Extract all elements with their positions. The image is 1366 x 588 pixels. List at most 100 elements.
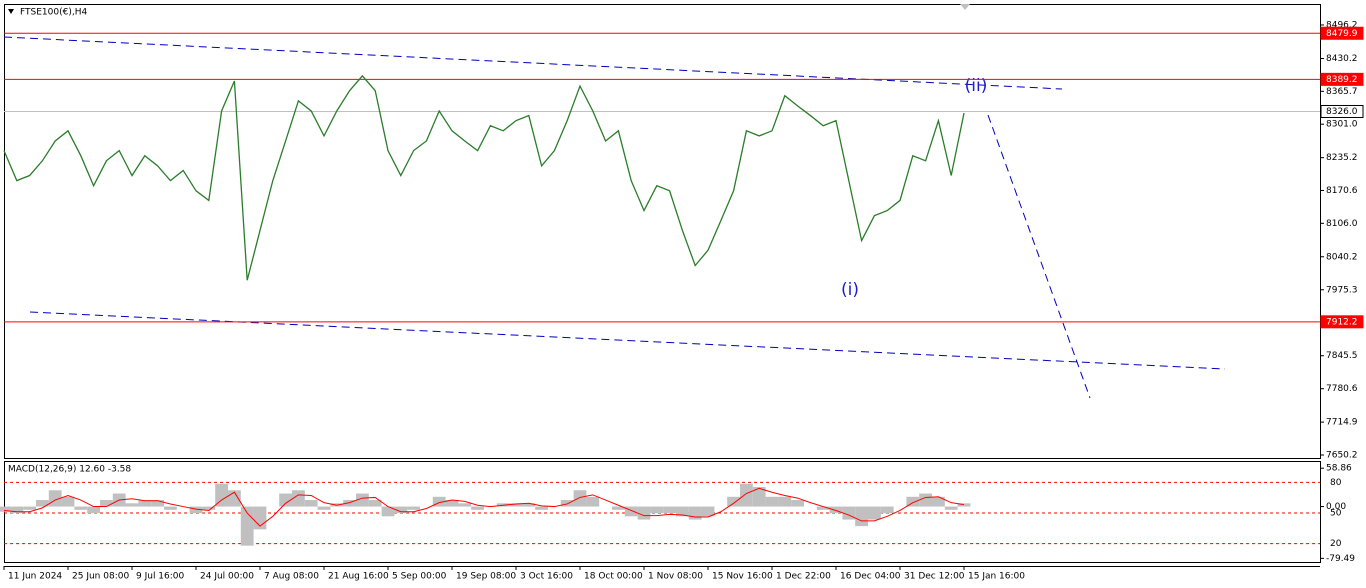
macd-bar bbox=[932, 496, 945, 507]
x-tick-label: 11 Jun 2024 bbox=[8, 572, 62, 582]
macd-bar bbox=[752, 487, 766, 507]
macd-bar bbox=[445, 500, 459, 507]
macd-bar bbox=[151, 500, 164, 507]
macd-bar bbox=[74, 506, 88, 510]
y2-tick-label: 80 bbox=[1330, 478, 1342, 488]
y-tick-label: 7780.6 bbox=[1326, 384, 1358, 394]
macd-bar bbox=[87, 506, 100, 514]
macd-bar bbox=[356, 493, 369, 507]
price-label: 8389.2 bbox=[1326, 75, 1358, 85]
macd-bar bbox=[279, 493, 292, 507]
macd-bar bbox=[304, 500, 318, 507]
macd-bar bbox=[381, 506, 395, 517]
macd-bar bbox=[880, 506, 894, 514]
macd-bar bbox=[624, 506, 638, 517]
signal-line bbox=[3, 487, 965, 527]
price-label-box bbox=[1320, 315, 1364, 329]
macd-bar bbox=[394, 506, 408, 514]
chart-title: FTSE100(€),H4 bbox=[20, 8, 87, 18]
price-label-box bbox=[1320, 104, 1364, 118]
y-tick-label: 8040.2 bbox=[1326, 252, 1358, 262]
wave-label: (ii) bbox=[965, 76, 988, 96]
macd-bar bbox=[637, 506, 651, 520]
x-tick-label: 24 Jul 00:00 bbox=[200, 572, 254, 582]
macd-bar bbox=[458, 503, 472, 507]
macd-bar bbox=[740, 483, 753, 507]
macd-bar bbox=[23, 506, 36, 510]
macd-bar bbox=[919, 493, 932, 507]
y-tick-label: 7650.2 bbox=[1326, 451, 1358, 461]
macd-bar bbox=[957, 503, 971, 507]
x-tick-label: 7 Aug 08:00 bbox=[264, 572, 319, 582]
wave-label: (i) bbox=[841, 280, 859, 300]
macd-bar bbox=[816, 506, 830, 510]
x-tick-label: 1 Nov 08:00 bbox=[648, 572, 703, 582]
macd-bar bbox=[317, 506, 331, 510]
macd-bar bbox=[944, 506, 958, 510]
x-tick-label: 21 Aug 16:00 bbox=[328, 572, 389, 582]
shift-marker bbox=[960, 4, 970, 10]
x-tick-label: 5 Sep 00:00 bbox=[392, 572, 447, 582]
macd-bar bbox=[368, 500, 382, 507]
y2-tick-label: 50 bbox=[1330, 509, 1342, 519]
y-tick-label: 8496.2 bbox=[1326, 20, 1358, 30]
macd-bar bbox=[829, 506, 843, 514]
macd-title: MACD(12,26,9) 12.60 -3.58 bbox=[8, 465, 131, 475]
y-tick-label: 7975.3 bbox=[1326, 285, 1358, 295]
y-tick-label: 8365.7 bbox=[1326, 87, 1358, 97]
y2-tick-label: 20 bbox=[1330, 539, 1342, 549]
menu-arrow bbox=[8, 9, 14, 14]
price-label: 8479.9 bbox=[1326, 29, 1358, 39]
macd-bar bbox=[125, 503, 139, 507]
macd-bar bbox=[573, 490, 587, 507]
macd-bar bbox=[701, 506, 715, 517]
y-tick-label: -79.49 bbox=[1326, 554, 1355, 564]
macd-bar bbox=[560, 500, 574, 507]
x-tick-label: 31 Dec 12:00 bbox=[904, 572, 965, 582]
x-tick-label: 25 Jun 08:00 bbox=[72, 572, 129, 582]
macd-bar bbox=[189, 506, 203, 514]
macd-bar bbox=[36, 500, 49, 507]
macd-bar bbox=[868, 506, 881, 520]
price-label-box bbox=[1320, 72, 1364, 86]
price-label: 8326.0 bbox=[1326, 107, 1358, 117]
y-tick-label: 8170.6 bbox=[1326, 186, 1358, 196]
macd-bar bbox=[343, 500, 356, 507]
macd-bar bbox=[509, 503, 523, 507]
y-tick-label: 58.86 bbox=[1326, 464, 1352, 474]
macd-bar bbox=[906, 496, 920, 507]
macd-bar bbox=[10, 506, 24, 514]
projection-line bbox=[987, 114, 1091, 399]
macd-bar bbox=[215, 483, 228, 507]
x-tick-label: 15 Nov 16:00 bbox=[712, 572, 773, 582]
y-tick-label: 7845.5 bbox=[1326, 351, 1358, 361]
macd-bar bbox=[586, 496, 600, 507]
macd-bar bbox=[727, 496, 740, 507]
macd-bar bbox=[612, 506, 625, 510]
y-tick-label: 0.00 bbox=[1326, 502, 1346, 512]
x-tick-label: 19 Sep 08:00 bbox=[456, 572, 516, 582]
macd-bar bbox=[650, 506, 664, 514]
macd-bar bbox=[432, 496, 446, 507]
macd-bar bbox=[202, 506, 216, 510]
y-tick-label: 8106.0 bbox=[1326, 219, 1358, 229]
macd-bar bbox=[138, 500, 152, 507]
x-tick-label: 15 Jan 16:00 bbox=[968, 572, 1025, 582]
x-tick-label: 9 Jul 16:00 bbox=[136, 572, 185, 582]
macd-bar bbox=[791, 500, 804, 507]
macd-bar bbox=[676, 506, 689, 517]
main-panel bbox=[4, 4, 1321, 459]
trend-line bbox=[3, 36, 1063, 90]
x-tick-label: 3 Oct 16:00 bbox=[520, 572, 573, 582]
macd-bar bbox=[663, 506, 676, 514]
macd-bar bbox=[535, 506, 548, 510]
macd-bar bbox=[522, 503, 536, 507]
macd-bar bbox=[100, 500, 113, 507]
y-tick-label: 8301.0 bbox=[1326, 120, 1358, 130]
macd-bar bbox=[164, 506, 177, 510]
macd-bar bbox=[0, 506, 11, 512]
x-tick-label: 16 Dec 04:00 bbox=[840, 572, 901, 582]
price-label-box bbox=[1320, 26, 1364, 40]
y-tick-label: 8430.2 bbox=[1326, 54, 1358, 64]
